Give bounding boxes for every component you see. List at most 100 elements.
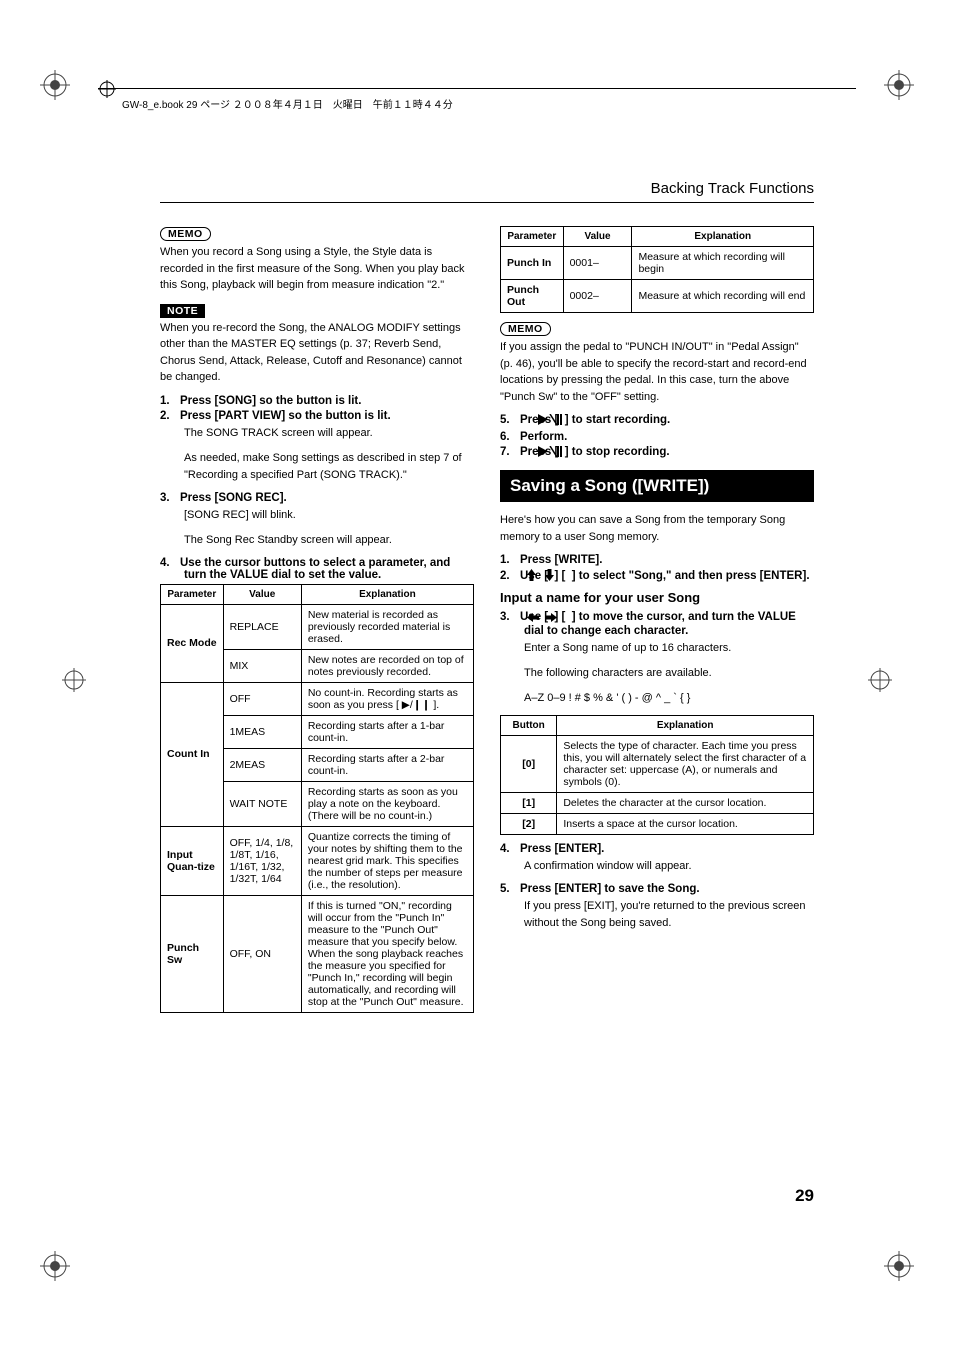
table-row: [0] Selects the type of character. Each …: [501, 736, 814, 793]
table-row: Rec Mode REPLACE New material is recorde…: [161, 604, 474, 649]
step-4b: 4.Press [ENTER].: [500, 843, 814, 855]
table-header-row: Parameter Value Explanation: [161, 584, 474, 604]
button-name: [0]: [501, 736, 557, 793]
step-5: 5.Press [ ] to start recording.: [500, 414, 814, 428]
step-number: 3.: [160, 492, 180, 504]
param-value: 1MEAS: [223, 715, 301, 748]
running-head: Backing Track Functions: [651, 180, 814, 197]
step-7: 7.Press [ ] to stop recording.: [500, 446, 814, 460]
table-header: Parameter: [507, 231, 556, 242]
table-row: Count In OFF No count-in. Recording star…: [161, 682, 474, 715]
param-value: OFF, ON: [223, 895, 301, 1012]
section-intro: Here's how you can save a Song from the …: [500, 512, 814, 545]
param-value: OFF, 1/4, 1/8, 1/8T, 1/16, 1/16T, 1/32, …: [223, 826, 301, 895]
table-row: [1] Deletes the character at the cursor …: [501, 793, 814, 814]
param-name: Rec Mode: [161, 604, 224, 682]
param-explanation: Recording starts after a 2-bar count-in.: [301, 748, 473, 781]
step-text: Press [SONG] so the button is lit.: [180, 395, 361, 407]
step-2: 2.Press [PART VIEW] so the button is lit…: [160, 410, 474, 422]
table-header: Explanation: [694, 231, 751, 242]
button-name: [2]: [501, 814, 557, 835]
step-number: 5.: [500, 414, 520, 426]
step-text: Use the cursor buttons to select a param…: [180, 557, 450, 581]
section-heading: Saving a Song ([WRITE]): [500, 470, 814, 502]
step-sub: As needed, make Song settings as describ…: [184, 450, 474, 484]
memo-text: If you assign the pedal to "PUNCH IN/OUT…: [500, 339, 814, 405]
table-header: Parameter: [167, 589, 216, 600]
registration-mark-tr: [884, 70, 914, 100]
memo-text: When you record a Song using a Style, th…: [160, 244, 474, 294]
memo-badge: MEMO: [500, 322, 551, 336]
param-explanation: Recording starts as soon as you play a n…: [301, 781, 473, 826]
step-number: 2.: [500, 570, 520, 582]
param-explanation: Quantize corrects the timing of your not…: [301, 826, 473, 895]
step-text-post: ] to start recording.: [562, 414, 671, 426]
param-name: Input Quan-tize: [161, 826, 224, 895]
step-number: 1.: [500, 554, 520, 566]
param-explanation: New notes are recorded on top of notes p…: [301, 649, 473, 682]
table-header-row: Parameter Value Explanation: [501, 227, 814, 247]
right-column: Parameter Value Explanation Punch In 000…: [500, 226, 814, 1021]
head-rule: [160, 202, 814, 203]
step-number: 4.: [160, 557, 180, 569]
page-top-mark: [98, 80, 116, 98]
step-2b: 2.Use [ ] [ ] to select "Song," and then…: [500, 569, 814, 584]
button-explanation: Deletes the character at the cursor loca…: [557, 793, 814, 814]
param-name: Count In: [161, 682, 224, 826]
step-text: Press [WRITE].: [520, 554, 602, 566]
step-sub: The following characters are available.: [524, 665, 814, 682]
param-value: 0001–: [563, 247, 632, 280]
table-row: Punch Out 0002– Measure at which recordi…: [501, 280, 814, 313]
param-explanation: If this is turned "ON," recording will o…: [301, 895, 473, 1012]
param-value: WAIT NOTE: [223, 781, 301, 826]
table-row: [2] Inserts a space at the cursor locati…: [501, 814, 814, 835]
step-sub: Enter a Song name of up to 16 characters…: [524, 640, 814, 657]
memo-badge: MEMO: [160, 227, 211, 241]
table-row: Punch Sw OFF, ON If this is turned "ON,"…: [161, 895, 474, 1012]
table-header: Value: [249, 589, 275, 600]
step-4: 4.Use the cursor buttons to select a par…: [160, 557, 474, 581]
step-3b: 3.Use [ ] [ ] to move the cursor, and tu…: [500, 611, 814, 637]
step-3: 3.Press [SONG REC].: [160, 492, 474, 504]
step-text: Press [SONG REC].: [180, 492, 287, 504]
param-explanation: Recording starts after a 1-bar count-in.: [301, 715, 473, 748]
parameter-table: Parameter Value Explanation Rec Mode REP…: [160, 584, 474, 1013]
param-name: Punch Out: [501, 280, 564, 313]
step-sub: The Song Rec Standby screen will appear.: [184, 532, 474, 549]
step-text: Perform.: [520, 431, 567, 443]
step-number: 1.: [160, 395, 180, 407]
step-number: 4.: [500, 843, 520, 855]
table-header: Value: [584, 231, 610, 242]
page-number: 29: [795, 1186, 814, 1206]
param-explanation: Measure at which recording will begin: [632, 247, 814, 280]
param-value: MIX: [223, 649, 301, 682]
parameter-table-right: Parameter Value Explanation Punch In 000…: [500, 226, 814, 313]
book-header: GW-8_e.book 29 ページ ２００８年４月１日 火曜日 午前１１時４４…: [122, 96, 453, 111]
param-value: 0002–: [563, 280, 632, 313]
registration-mark-tl: [40, 70, 70, 100]
step-number: 6.: [500, 431, 520, 443]
step-number: 5.: [500, 883, 520, 895]
table-header-row: Button Explanation: [501, 716, 814, 736]
step-text: Press [PART VIEW] so the button is lit.: [180, 410, 391, 422]
step-sub: The SONG TRACK screen will appear.: [184, 425, 474, 442]
subsection-heading: Input a name for your user Song: [500, 590, 814, 605]
param-name: Punch Sw: [161, 895, 224, 1012]
param-value: REPLACE: [223, 604, 301, 649]
left-column: MEMO When you record a Song using a Styl…: [160, 226, 474, 1021]
step-number: 3.: [500, 611, 520, 623]
param-explanation: New material is recorded as previously r…: [301, 604, 473, 649]
button-explanation: Selects the type of character. Each time…: [557, 736, 814, 793]
step-sub: A confirmation window will appear.: [524, 858, 814, 875]
button-explanation: Inserts a space at the cursor location.: [557, 814, 814, 835]
table-header: Explanation: [657, 720, 714, 731]
note-badge: NOTE: [160, 304, 205, 318]
step-sub: A–Z 0–9 ! # $ % & ' ( ) - @ ^ _ ` { }: [524, 690, 814, 707]
note-text: When you re-record the Song, the ANALOG …: [160, 320, 474, 386]
param-explanation: No count-in. Recording starts as soon as…: [301, 682, 473, 715]
step-number: 2.: [160, 410, 180, 422]
table-header: Explanation: [359, 589, 416, 600]
step-1b: 1.Press [WRITE].: [500, 554, 814, 566]
param-value: 2MEAS: [223, 748, 301, 781]
registration-mark-right: [868, 668, 892, 692]
